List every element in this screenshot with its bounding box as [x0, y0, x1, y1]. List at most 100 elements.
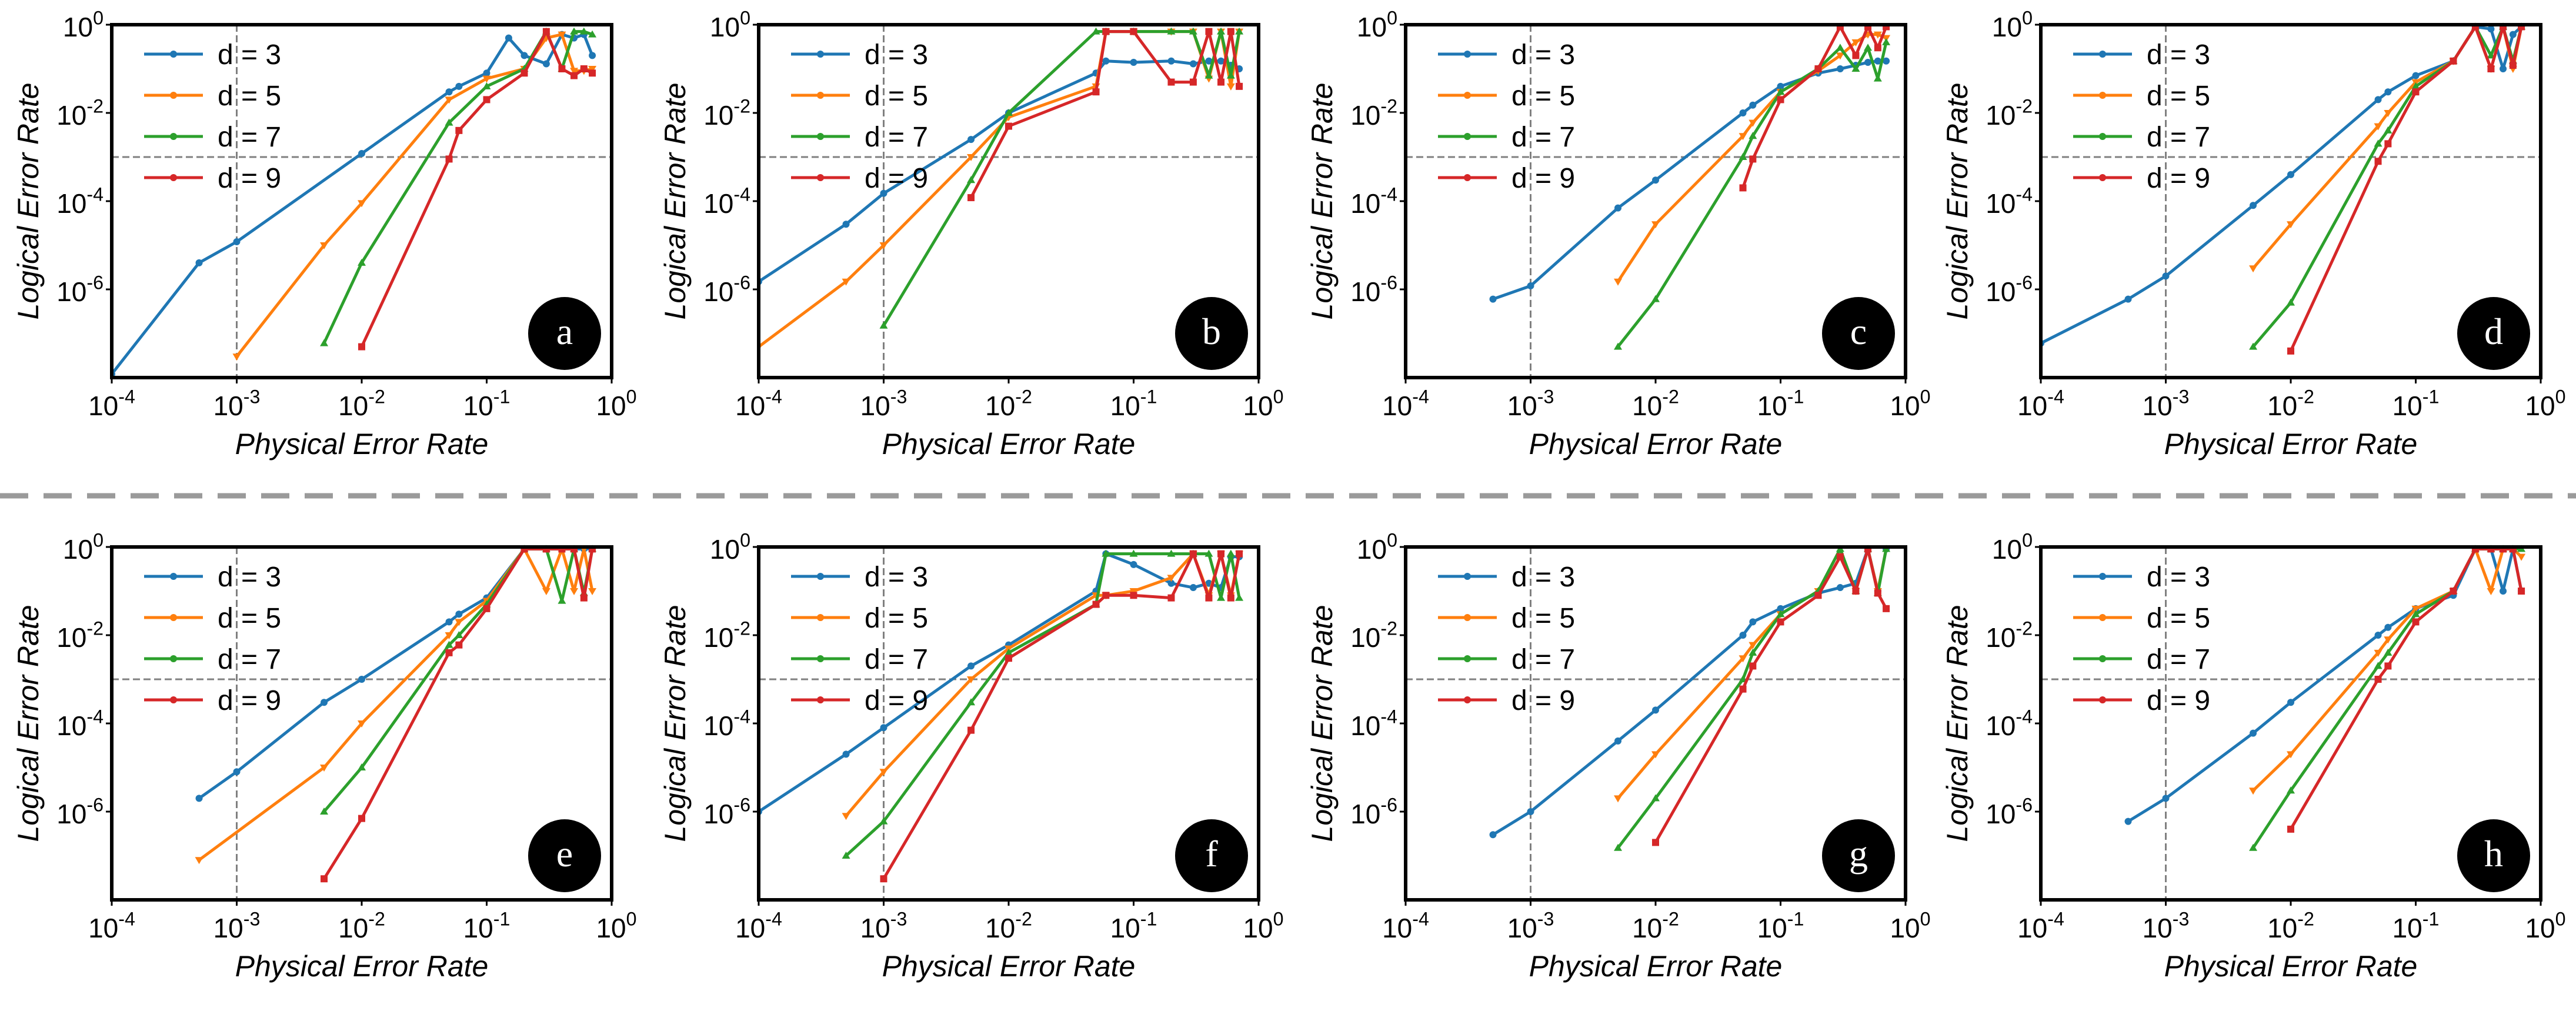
data-point	[1864, 59, 1872, 66]
data-point	[358, 150, 365, 158]
x-tick-label: 10-3	[1507, 908, 1554, 943]
y-tick-label: 10-2	[1350, 618, 1397, 653]
data-point	[1005, 655, 1012, 662]
x-tick-label: 10-4	[1382, 908, 1429, 943]
legend-label: d = 7	[2147, 122, 2210, 153]
data-point	[967, 662, 975, 670]
legend-label: d = 7	[218, 644, 281, 675]
legend-marker	[2099, 51, 2106, 58]
data-point	[842, 221, 850, 228]
y-tick-label: 100	[1992, 529, 2033, 565]
data-point	[195, 795, 203, 802]
data-point	[1167, 575, 1176, 582]
legend-marker	[1464, 696, 1471, 703]
legend-label: d = 3	[1511, 39, 1575, 71]
data-point	[570, 72, 578, 79]
legend-marker	[2099, 655, 2106, 662]
data-point	[320, 808, 329, 815]
data-point	[2249, 843, 2258, 851]
data-point	[2287, 825, 2294, 833]
series-line-d9	[2289, 25, 2523, 352]
x-tick-label: 10-4	[88, 386, 135, 421]
legend-label: d = 3	[865, 562, 928, 593]
data-point	[1874, 44, 1881, 52]
data-point	[2384, 636, 2393, 644]
series-line-d3	[759, 552, 1240, 813]
data-point	[1836, 584, 1844, 592]
data-point	[1651, 794, 1660, 802]
data-point	[445, 649, 453, 656]
data-point	[1814, 65, 1822, 72]
data-point	[2518, 588, 2525, 595]
data-point	[321, 875, 328, 883]
data-point	[2384, 648, 2393, 656]
data-point	[967, 176, 976, 183]
data-point	[2450, 588, 2457, 595]
legend-label: d = 9	[2147, 685, 2210, 716]
data-point	[1614, 204, 1622, 212]
data-point	[483, 69, 490, 77]
x-tick-label: 10-3	[860, 386, 907, 421]
legend-marker	[817, 614, 824, 621]
data-point	[1652, 839, 1659, 846]
legend-marker	[1464, 573, 1471, 580]
y-tick-label: 10-4	[56, 183, 104, 219]
x-tick-label: 10-2	[2267, 908, 2314, 943]
legend-label: d = 5	[1511, 603, 1575, 634]
data-point	[2509, 62, 2517, 69]
data-point	[320, 242, 329, 249]
x-tick-label: 100	[1890, 908, 1930, 943]
y-axis-label: Logical Error Rate	[12, 605, 45, 842]
data-point	[1527, 282, 1534, 290]
data-point	[1205, 594, 1213, 602]
legend-marker	[170, 614, 177, 621]
data-point	[1235, 593, 1244, 601]
data-point	[1836, 44, 1844, 51]
x-tick-label: 100	[2525, 386, 2565, 421]
data-point	[1189, 27, 1197, 35]
panel-d: 10-4 10-3 10-2 10-1 100 10-6 10-4 10-2 100 Physic…	[1941, 7, 2566, 461]
legend-marker	[817, 51, 824, 58]
legend-marker	[817, 92, 824, 99]
y-tick-label: 100	[1992, 7, 2033, 42]
data-point	[1749, 662, 1757, 670]
x-tick-label: 10-4	[735, 386, 782, 421]
data-point	[1226, 549, 1235, 557]
data-point	[233, 768, 241, 776]
legend-label: d = 5	[2147, 81, 2210, 112]
data-point	[842, 852, 850, 859]
y-tick-label: 100	[63, 529, 104, 565]
x-tick-label: 10-2	[338, 908, 385, 943]
data-point	[1130, 592, 1137, 599]
data-point	[2124, 818, 2132, 825]
legend-marker	[170, 573, 177, 580]
y-tick-label: 10-2	[1986, 618, 2033, 653]
legend-label: d = 7	[2147, 644, 2210, 675]
series-line-d3	[2041, 25, 2522, 345]
data-point	[1882, 38, 1891, 45]
y-tick-label: 10-6	[703, 794, 750, 829]
data-point	[2384, 623, 2392, 631]
data-point	[542, 28, 550, 35]
data-point	[2249, 788, 2258, 795]
y-axis-label: Logical Error Rate	[1941, 83, 1974, 320]
x-axis-label: Physical Error Rate	[882, 428, 1136, 461]
data-point	[2487, 25, 2495, 33]
data-point	[2412, 72, 2420, 79]
data-point	[588, 30, 597, 38]
x-tick-label: 10-3	[860, 908, 907, 943]
data-point	[580, 65, 588, 72]
y-tick-label: 10-6	[703, 272, 750, 307]
data-point	[1851, 39, 1860, 46]
series-line-d7	[1617, 547, 1888, 849]
data-point	[2411, 610, 2420, 618]
data-point	[2487, 65, 2495, 72]
y-tick-label: 10-6	[56, 272, 104, 307]
data-point	[2374, 96, 2382, 104]
data-point	[967, 194, 975, 202]
data-point	[1489, 295, 1497, 303]
data-point	[445, 155, 453, 163]
data-point	[1167, 594, 1175, 602]
series-line-d7	[2252, 25, 2523, 348]
legend-label: d = 5	[218, 603, 281, 634]
